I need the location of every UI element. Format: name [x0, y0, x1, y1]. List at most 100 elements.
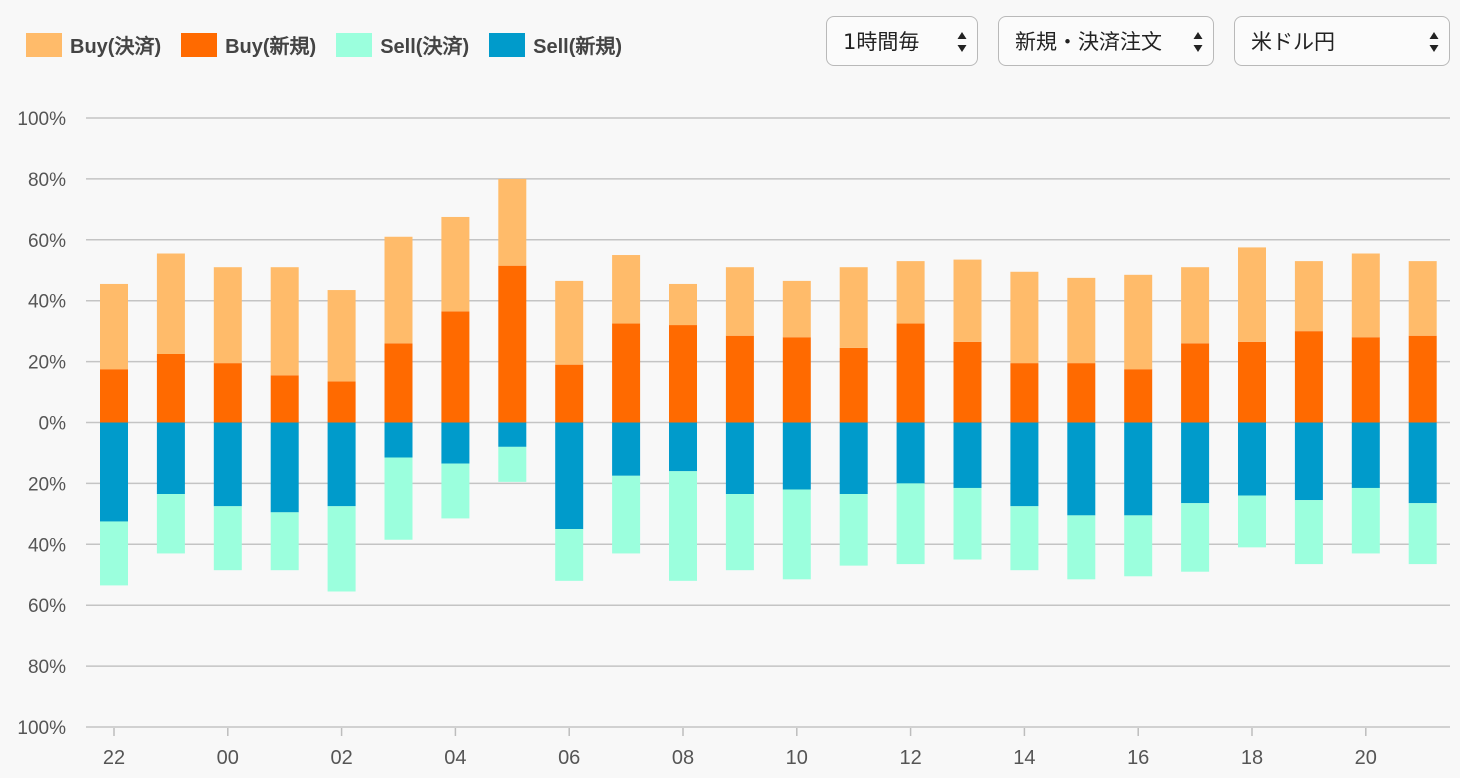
bar-buy-close — [1010, 271, 1039, 364]
bar-buy-new — [100, 369, 128, 423]
legend-swatch-buy-new — [181, 32, 218, 57]
bar-sell-new — [1408, 422, 1437, 504]
legend-label-buy-close: Buy(決済) — [70, 36, 162, 58]
interval-select-value: 1時間毎 — [843, 30, 920, 54]
bar-buy-close — [782, 280, 811, 338]
y-tick-label: 0% — [39, 414, 67, 435]
bar-sell-new — [327, 422, 356, 507]
bar-sell-new — [953, 422, 982, 488]
y-tick-label: 60% — [28, 231, 66, 252]
bar-buy-new — [725, 335, 754, 423]
y-tick-label: 40% — [28, 292, 66, 313]
legend-label-sell-new: Sell(新規) — [533, 36, 623, 58]
y-tick-label: 20% — [28, 474, 66, 495]
bar-buy-close — [270, 267, 299, 376]
currency-pair-select[interactable]: 米ドル円 — [1234, 16, 1450, 66]
select-arrows-icon — [957, 32, 967, 52]
bar-sell-new — [1181, 422, 1210, 504]
bar-buy-close — [669, 283, 697, 326]
order-type-select[interactable]: 新規・決済注文 — [998, 16, 1214, 66]
x-tick-label: 16 — [1127, 747, 1149, 769]
x-tick-label: 08 — [672, 747, 694, 769]
legend-item-buy-new[interactable]: Buy(新規) — [181, 30, 316, 59]
y-tick-label: 20% — [28, 353, 66, 374]
bar-buy-new — [270, 375, 299, 423]
bar-sell-new — [896, 422, 925, 484]
bar-sell-close — [612, 475, 641, 554]
bar-buy-close — [1408, 261, 1437, 336]
bar-buy-close — [896, 261, 925, 324]
bar-sell-close — [725, 494, 754, 571]
bar-sell-new — [1010, 422, 1039, 507]
x-tick-label: 12 — [899, 747, 921, 769]
bar-sell-new — [498, 422, 527, 447]
bar-sell-close — [1351, 487, 1380, 554]
legend-label-sell-close: Sell(決済) — [380, 36, 470, 58]
legend-item-buy-close[interactable]: Buy(決済) — [26, 30, 161, 59]
bar-sell-close — [1181, 503, 1210, 572]
bar-buy-close — [1181, 267, 1210, 344]
currency-pair-select-value: 米ドル円 — [1251, 30, 1335, 54]
bar-buy-new — [1010, 363, 1039, 423]
bar-buy-new — [1408, 335, 1437, 423]
bar-buy-new — [213, 363, 242, 423]
bar-sell-close — [1124, 515, 1153, 577]
bar-sell-new — [612, 422, 641, 476]
bar-buy-new — [612, 323, 641, 423]
bar-sell-close — [669, 471, 697, 581]
bar-buy-close — [1238, 247, 1266, 342]
x-tick-label: 10 — [786, 747, 808, 769]
bar-buy-close — [1351, 253, 1380, 338]
bar-sell-new — [100, 422, 128, 522]
bar-buy-close — [327, 290, 356, 382]
bar-sell-close — [156, 494, 185, 554]
interval-select[interactable]: 1時間毎 — [826, 16, 978, 66]
bar-sell-new — [1238, 422, 1266, 496]
bar-buy-close — [156, 253, 185, 354]
y-tick-label: 40% — [28, 535, 66, 556]
legend: Buy(決済) Buy(新規) Sell(決済) Sell(新規) — [26, 30, 642, 59]
bar-buy-new — [953, 341, 982, 423]
bar-buy-close — [441, 216, 470, 312]
bar-buy-new — [498, 265, 527, 423]
bar-sell-close — [1238, 495, 1266, 548]
bar-buy-close — [498, 178, 527, 266]
bar-sell-close — [1010, 506, 1039, 571]
bar-sell-new — [384, 422, 413, 458]
y-tick-label: 80% — [28, 170, 66, 191]
bar-buy-new — [839, 347, 868, 423]
bar-buy-close — [953, 259, 982, 342]
select-arrows-icon — [1193, 32, 1203, 52]
bar-buy-new — [1238, 341, 1266, 423]
bar-buy-new — [896, 323, 925, 423]
bar-sell-close — [498, 446, 527, 482]
legend-item-sell-close[interactable]: Sell(決済) — [336, 30, 469, 59]
bar-sell-close — [213, 506, 242, 571]
bar-buy-new — [327, 381, 356, 423]
bar-buy-close — [725, 267, 754, 336]
y-tick-label: 80% — [28, 657, 66, 678]
x-tick-label: 20 — [1355, 747, 1377, 769]
bar-sell-new — [441, 422, 470, 464]
legend-swatch-sell-close — [336, 32, 373, 57]
bar-buy-close — [1067, 277, 1096, 364]
bar-sell-new — [555, 422, 584, 530]
bar-sell-new — [1124, 422, 1153, 516]
bar-sell-close — [100, 521, 128, 586]
bar-buy-new — [1124, 369, 1153, 423]
bar-sell-new — [270, 422, 299, 513]
bar-buy-new — [555, 364, 584, 423]
bar-buy-close — [839, 267, 868, 348]
bar-sell-close — [555, 529, 584, 581]
bar-sell-close — [441, 463, 470, 519]
x-tick-label: 06 — [558, 747, 580, 769]
bar-buy-close — [100, 283, 128, 370]
bar-sell-close — [839, 494, 868, 566]
bar-sell-close — [270, 512, 299, 571]
bar-buy-new — [1067, 363, 1096, 423]
y-tick-label: 100% — [17, 109, 66, 130]
bar-sell-close — [1294, 500, 1323, 565]
x-tick-label: 22 — [103, 747, 125, 769]
bar-sell-new — [1067, 422, 1096, 516]
legend-item-sell-new[interactable]: Sell(新規) — [489, 30, 622, 59]
